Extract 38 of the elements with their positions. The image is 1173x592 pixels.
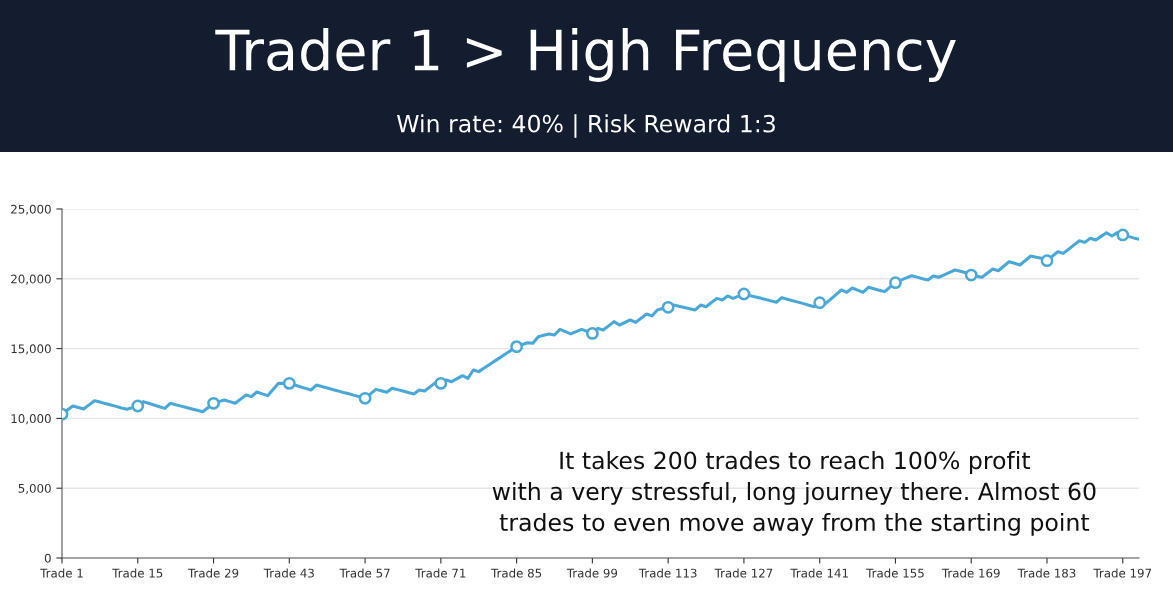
x-tick-label: Trade 183 bbox=[1017, 568, 1076, 578]
x-tick-label: Trade 71 bbox=[415, 568, 466, 578]
point bbox=[737, 287, 751, 301]
y-tick-label: 10,000 bbox=[11, 414, 51, 425]
x-tick-label: Trade 99 bbox=[566, 568, 618, 578]
x-tick-label: Trade 127 bbox=[714, 568, 773, 578]
annotation: It takes 200 trades to reach 100% profit with a very stressful, long journey there. Almost 60 trades to even move away from the starting point bbox=[492, 451, 1096, 536]
point bbox=[282, 376, 296, 390]
chart-subtitle: Win rate: 40% | Risk Reward 1:3 bbox=[397, 114, 775, 138]
x-tick-label: Trade 113 bbox=[638, 568, 697, 578]
point bbox=[358, 391, 372, 405]
x-tick-label: Trade 197 bbox=[1093, 568, 1152, 578]
x-tick-label: Trade 43 bbox=[263, 568, 314, 578]
point bbox=[1040, 254, 1054, 268]
point bbox=[889, 276, 902, 290]
x-tick-label: Trade 29 bbox=[187, 568, 239, 578]
point bbox=[813, 296, 827, 310]
y-tick-label: 5,000 bbox=[18, 483, 51, 495]
x-tick-label: Trade 57 bbox=[339, 568, 390, 578]
point bbox=[510, 340, 524, 354]
x-tick-label: Trade 15 bbox=[112, 568, 163, 578]
point bbox=[207, 396, 220, 410]
y-tick-label: 0 bbox=[44, 553, 51, 563]
y-tick-label: 25,000 bbox=[11, 204, 51, 215]
point bbox=[1116, 228, 1130, 242]
x-tick-label: Trade 169 bbox=[941, 568, 1000, 578]
point bbox=[434, 376, 448, 390]
point bbox=[131, 399, 145, 413]
y-tick-label: 20,000 bbox=[11, 274, 51, 285]
x-tick-label: Trade 85 bbox=[491, 568, 542, 578]
x-tick-label: Trade 1 bbox=[40, 568, 83, 578]
x-tick-label: Trade 155 bbox=[866, 568, 924, 578]
y-tick-label: 15,000 bbox=[11, 344, 51, 355]
x-tick-label: Trade 141 bbox=[790, 568, 848, 578]
point bbox=[661, 300, 675, 314]
point bbox=[964, 268, 978, 282]
chart-title: Trader 1 > High Frequency bbox=[215, 28, 956, 82]
point bbox=[585, 326, 599, 340]
